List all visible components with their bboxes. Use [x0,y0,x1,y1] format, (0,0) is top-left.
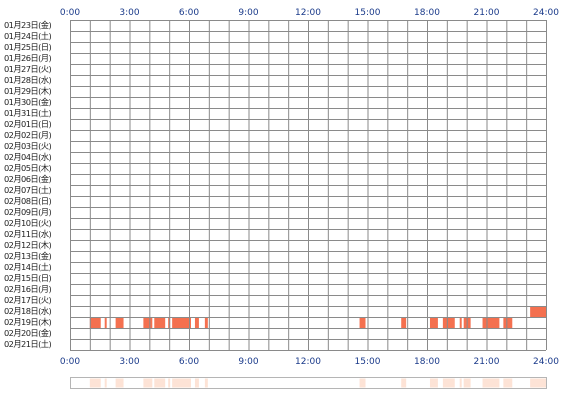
summary-block [463,378,471,388]
activity-block [194,318,199,328]
date-label: 02月11日(水) [4,229,52,239]
hour-label-top: 21:00 [473,8,500,18]
date-label: 02月08日(日) [4,196,52,206]
hour-label-top: 12:00 [295,8,321,18]
activity-block [143,318,153,328]
summary-block [204,378,208,388]
activity-block [429,318,438,328]
date-label: 02月13日(金) [4,251,52,261]
date-label: 02月03日(火) [4,141,52,151]
summary-block [172,378,191,388]
summary-block [104,378,107,388]
summary-block [459,378,462,388]
hour-label-bottom: 15:00 [354,357,381,367]
date-label: 02月12日(木) [4,240,52,250]
date-label: 02月06日(金) [4,174,52,184]
date-label: 02月14日(土) [4,262,52,272]
date-label: 02月05日(木) [4,163,52,173]
activity-block [154,318,166,328]
date-label: 02月17日(火) [4,295,52,305]
activity-block [530,307,546,317]
hour-label-bottom: 24:00 [533,357,559,367]
hour-label-bottom: 0:00 [59,357,81,367]
hour-label-bottom: 6:00 [178,357,200,367]
date-label: 01月24日(土) [4,31,52,41]
activity-block [359,318,366,328]
hour-label-top: 18:00 [414,8,440,18]
summary-block [482,378,500,388]
activity-block [115,318,124,328]
summary-block [194,378,199,388]
date-label: 02月04日(水) [4,152,52,162]
date-label: 02月09日(月) [4,207,52,217]
summary-block [503,378,513,388]
summary-bar-frame [70,377,547,389]
hour-label-bottom: 3:00 [119,357,140,367]
hour-label-bottom: 21:00 [473,357,500,367]
date-label: 01月23日(金) [4,20,52,30]
date-label: 01月26日(月) [4,53,52,63]
date-label: 02月07日(土) [4,185,52,195]
activity-block [104,318,107,328]
date-label: 02月18日(水) [4,306,52,316]
date-label: 02月10日(火) [4,218,52,228]
hour-label-top: 6:00 [178,8,200,18]
hour-label-bottom: 12:00 [295,357,321,367]
date-label: 01月30日(金) [4,97,52,107]
summary-block [429,378,438,388]
date-label: 02月20日(金) [4,328,52,338]
date-label: 01月28日(水) [4,75,52,85]
date-label: 01月29日(木) [4,86,52,96]
summary-block [154,378,166,388]
activity-block [482,318,500,328]
summary-block [401,378,407,388]
date-label: 01月27日(火) [4,64,52,74]
hour-label-top: 3:00 [119,8,140,18]
activity-block [89,318,101,328]
hour-label-bottom: 18:00 [414,357,440,367]
date-label: 02月15日(日) [4,273,52,283]
hour-label-top: 9:00 [238,8,259,18]
summary-block [530,378,546,388]
date-label: 02月16日(月) [4,284,52,294]
summary-block [143,378,153,388]
activity-block [503,318,513,328]
date-label: 02月01日(日) [4,119,52,129]
date-label: 02月19日(木) [4,317,52,327]
hour-label-top: 24:00 [533,8,559,18]
activity-block [204,318,208,328]
date-label: 01月25日(日) [4,42,52,52]
summary-block [359,378,366,388]
date-label: 02月02日(月) [4,130,52,140]
hour-label-top: 15:00 [354,8,381,18]
activity-block [401,318,407,328]
summary-block [89,378,101,388]
summary-block [442,378,455,388]
summary-block [168,378,171,388]
activity-block [442,318,455,328]
date-label: 02月21日(土) [4,339,52,349]
activity-block [459,318,462,328]
hour-label-bottom: 9:00 [238,357,259,367]
activity-block [172,318,191,328]
hour-label-top: 0:00 [59,8,81,18]
date-label: 01月31日(土) [4,108,52,118]
summary-block [115,378,124,388]
